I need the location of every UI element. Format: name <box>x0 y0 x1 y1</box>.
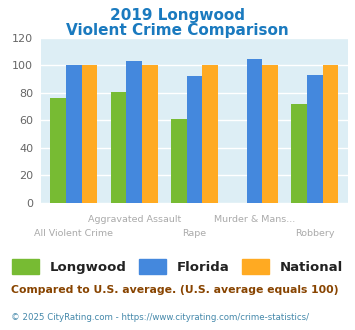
Bar <box>142 65 158 203</box>
Bar <box>66 65 82 203</box>
Bar <box>171 119 186 203</box>
Bar <box>186 77 202 203</box>
Text: Robbery: Robbery <box>295 229 334 238</box>
Bar <box>247 59 262 203</box>
Text: Rape: Rape <box>182 229 206 238</box>
Bar <box>262 65 278 203</box>
Bar <box>291 104 307 203</box>
Text: 2019 Longwood: 2019 Longwood <box>110 8 245 23</box>
Text: All Violent Crime: All Violent Crime <box>34 229 114 238</box>
Bar <box>323 65 338 203</box>
Bar <box>307 75 323 203</box>
Bar <box>202 65 218 203</box>
Bar <box>111 91 126 203</box>
Legend: Longwood, Florida, National: Longwood, Florida, National <box>12 259 343 274</box>
Bar <box>50 98 66 203</box>
Text: Aggravated Assault: Aggravated Assault <box>88 215 181 224</box>
Text: Violent Crime Comparison: Violent Crime Comparison <box>66 23 289 38</box>
Bar <box>82 65 97 203</box>
Bar <box>126 61 142 203</box>
Text: © 2025 CityRating.com - https://www.cityrating.com/crime-statistics/: © 2025 CityRating.com - https://www.city… <box>11 313 308 322</box>
Text: Murder & Mans...: Murder & Mans... <box>214 215 295 224</box>
Text: Compared to U.S. average. (U.S. average equals 100): Compared to U.S. average. (U.S. average … <box>11 285 338 295</box>
